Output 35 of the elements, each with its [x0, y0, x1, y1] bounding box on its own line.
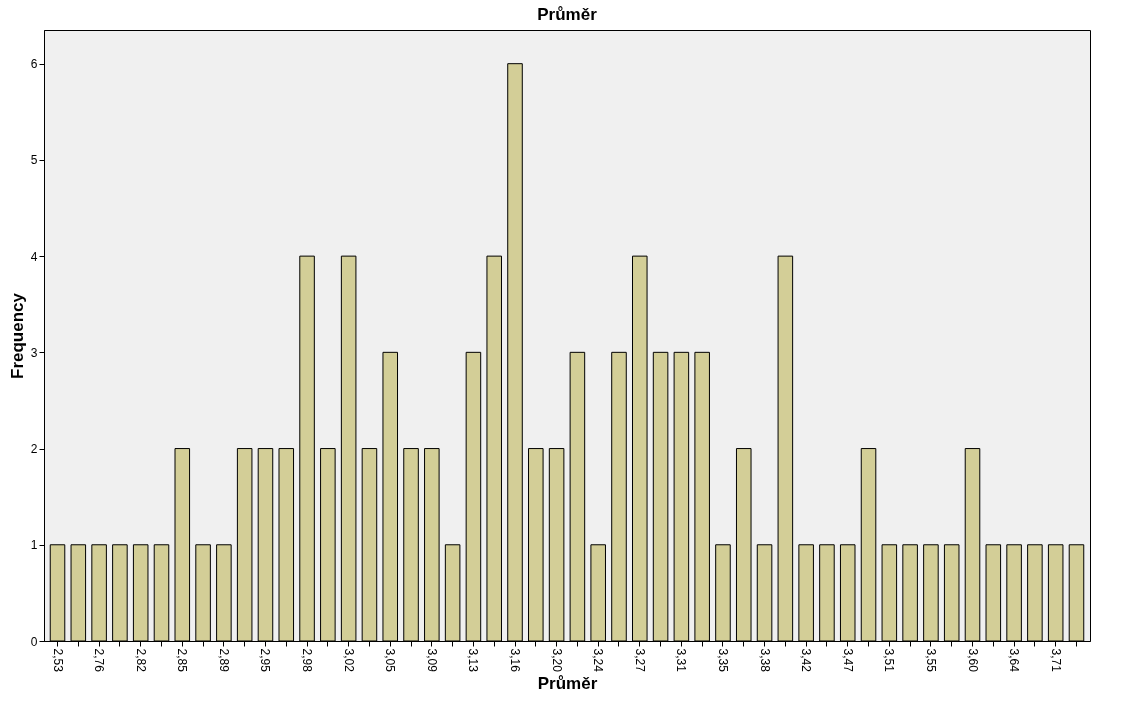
x-tick-label: 2,76: [92, 648, 107, 673]
x-tick-label: 3,42: [799, 648, 814, 673]
y-tick-label: 0: [30, 634, 38, 649]
x-tick-label: 3,35: [715, 648, 730, 673]
x-tick-label: 2,89: [216, 648, 231, 673]
x-tick-label: 2,98: [300, 648, 315, 673]
y-tick-label: 1: [30, 538, 38, 553]
y-tick-label: 5: [30, 153, 38, 168]
x-tick-label: 3,16: [508, 648, 523, 673]
x-tick-label: 3,51: [882, 648, 897, 673]
x-tick-label: 2,95: [258, 648, 273, 673]
y-tick-label: 6: [30, 57, 38, 72]
x-axis-title: Průměr: [537, 673, 598, 693]
x-tick-label: 3,24: [591, 648, 606, 673]
x-tick-label: 3,13: [466, 648, 481, 673]
x-tick-label: 3,27: [632, 648, 647, 673]
chart-title: Průměr: [537, 5, 598, 24]
x-tick-label: 3,31: [674, 648, 689, 673]
x-tick-label: 3,47: [840, 648, 855, 673]
x-tick-label: 3,55: [923, 648, 938, 673]
x-tick-label: 3,09: [424, 648, 439, 673]
x-tick-label: 3,38: [757, 648, 772, 673]
y-tick-label: 3: [30, 345, 38, 360]
x-tick-label: 3,60: [965, 648, 980, 673]
x-tick-label: 2,82: [133, 648, 148, 673]
x-tick-label: 3,20: [549, 648, 564, 673]
x-tick-label: 3,05: [383, 648, 398, 673]
x-tick-label: 2,53: [50, 648, 65, 673]
x-tick-label: 2,85: [175, 648, 190, 673]
x-tick-label: 3,64: [1007, 648, 1022, 673]
y-tick-label: 4: [30, 249, 38, 264]
y-axis-title: Frequency: [7, 292, 27, 379]
y-tick-label: 2: [30, 442, 38, 457]
x-tick-label: 3,71: [1048, 648, 1063, 673]
x-tick-label: 3,02: [341, 648, 356, 673]
